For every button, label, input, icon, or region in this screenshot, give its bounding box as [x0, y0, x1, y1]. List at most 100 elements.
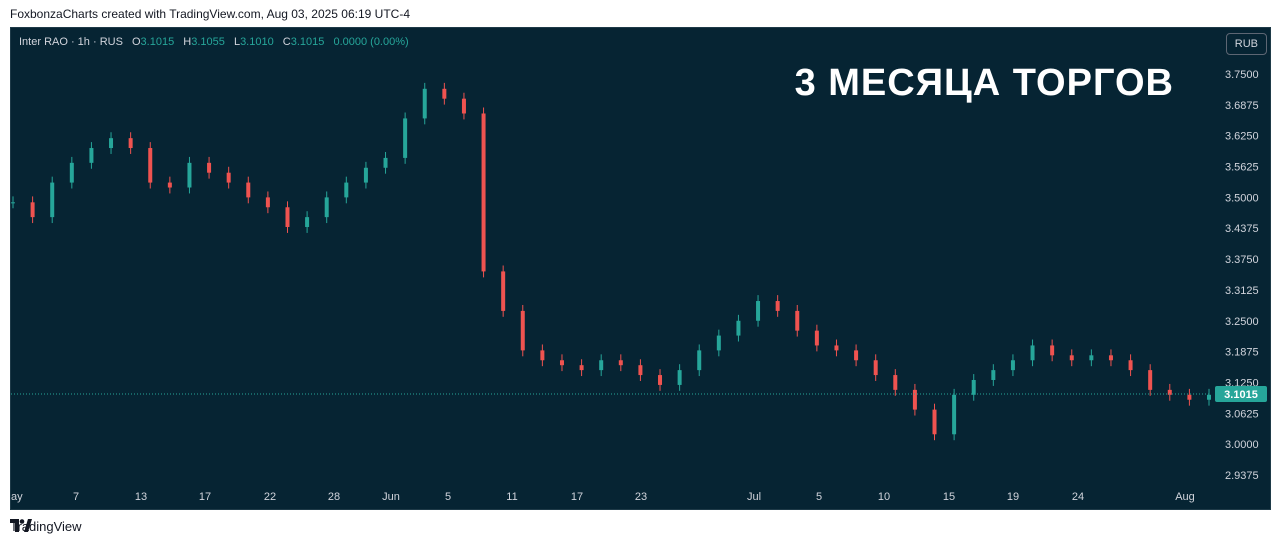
candle-body	[422, 88, 427, 119]
candle-body	[363, 167, 368, 183]
candle-body	[1010, 360, 1015, 371]
candle-body	[305, 217, 310, 227]
open-value: 3.1015	[140, 36, 175, 48]
candle-body	[265, 197, 270, 208]
candle-body	[873, 360, 878, 376]
high-value: 3.1055	[191, 36, 225, 48]
candle-body	[30, 202, 35, 218]
low-label: L	[233, 36, 241, 48]
y-tick-label: 3.6875	[1225, 100, 1259, 112]
candle-body	[559, 360, 564, 366]
candle-body	[1108, 355, 1113, 361]
y-tick-label: 3.0625	[1225, 408, 1259, 420]
candle-body	[912, 389, 917, 410]
candle-body	[501, 271, 506, 311]
y-tick-label: 3.6250	[1225, 131, 1259, 143]
candle-body	[1187, 394, 1192, 400]
candle-body	[618, 360, 623, 366]
price-chart[interactable]: 3.7500 3.6875 3.6250 3.5625 3.5000 3.4375 3.37…	[11, 28, 1271, 510]
x-tick-label: Aug	[1175, 491, 1195, 503]
x-tick-label: ay	[11, 491, 23, 503]
candle-body	[893, 375, 898, 390]
candle-body	[69, 162, 74, 183]
last-price-tag	[1215, 386, 1267, 403]
candle-body	[1089, 355, 1094, 361]
candle-body	[481, 113, 486, 272]
chart-annotation: 3 МЕСЯЦА ТОРГОВ	[794, 62, 1174, 104]
currency-button[interactable]: RUB	[1225, 33, 1267, 55]
x-tick-label: 15	[943, 491, 955, 503]
y-tick-label: 3.2500	[1225, 316, 1259, 328]
x-tick-label: 19	[1007, 491, 1019, 503]
high-label: H	[183, 36, 192, 48]
x-tick-label: 17	[571, 491, 583, 503]
y-tick-label: 3.5625	[1225, 162, 1259, 174]
x-tick-label: 10	[878, 491, 890, 503]
symbol-legend: Inter RAO · 1h · RUS O3.1015 H3.1055 L3.…	[19, 36, 409, 48]
candle-body	[167, 182, 172, 188]
candle-body	[383, 157, 388, 168]
x-tick-label: 5	[445, 491, 451, 503]
candle-body	[1167, 389, 1172, 395]
candle-body	[226, 172, 231, 183]
candle-body	[403, 118, 408, 158]
candle-body	[756, 301, 761, 321]
candle-body	[814, 330, 819, 346]
y-tick-label: 3.5000	[1225, 192, 1259, 204]
candle-body	[50, 182, 55, 218]
candle-body	[1207, 394, 1211, 400]
candle-body	[736, 320, 741, 336]
x-tick-label: Jun	[382, 491, 400, 503]
x-tick-label: 7	[73, 491, 79, 503]
candle-body	[324, 197, 329, 218]
candle-body	[697, 350, 702, 371]
close-value: 3.1015	[290, 36, 325, 48]
x-tick-label: 11	[506, 491, 517, 503]
candle-body	[971, 379, 976, 395]
candle-body	[540, 350, 545, 361]
candle-body	[344, 182, 349, 198]
tradingview-footer[interactable]: TradingView	[10, 519, 82, 534]
y-tick-label: 3.4375	[1225, 223, 1259, 235]
candle-body	[599, 360, 604, 371]
x-tick-label: 5	[816, 491, 822, 503]
change-value: 0.0000 (0.00%)	[333, 36, 409, 48]
x-tick-label: Jul	[747, 491, 761, 503]
candle-body	[128, 138, 133, 149]
candle-body	[716, 335, 721, 351]
candle-body	[834, 345, 839, 351]
y-tick-label: 3.3125	[1225, 285, 1259, 297]
y-tick-label: 3.3750	[1225, 254, 1259, 266]
candle-body	[775, 301, 780, 311]
x-tick-label: 13	[135, 491, 147, 503]
candle-body	[1148, 370, 1153, 390]
close-label: C	[282, 36, 291, 48]
x-tick-label: 22	[264, 491, 276, 503]
candle-body	[1050, 345, 1055, 356]
candle-body	[854, 350, 859, 361]
x-tick-label: 24	[1072, 491, 1084, 503]
tradingview-logo-icon	[10, 519, 32, 532]
x-tick-label: 23	[635, 491, 647, 503]
candle-body	[795, 310, 800, 331]
y-tick-label: 3.7500	[1225, 69, 1259, 81]
x-tick-label: 17	[199, 491, 211, 503]
last-price-label: 3.1015	[1224, 389, 1258, 401]
candle-body	[1030, 345, 1035, 361]
candle-body	[952, 394, 957, 435]
candle-body	[187, 162, 192, 188]
candle-body	[638, 365, 643, 376]
y-tick-label: 2.9375	[1225, 470, 1259, 482]
y-tick-label: 3.0000	[1225, 439, 1259, 451]
candle-body	[461, 98, 466, 114]
candle-body	[442, 88, 447, 99]
candle-body	[658, 375, 663, 385]
x-tick-label: 28	[328, 491, 340, 503]
chart-panel[interactable]: 3.7500 3.6875 3.6250 3.5625 3.5000 3.4375 3.37…	[10, 27, 1271, 510]
candle-body	[109, 138, 114, 149]
chart-caption: FoxbonzaCharts created with TradingView.…	[10, 7, 411, 21]
y-tick-label: 3.1875	[1225, 347, 1259, 359]
candle-body	[285, 207, 290, 227]
candle-body	[1069, 355, 1074, 361]
candle-body	[11, 202, 15, 204]
